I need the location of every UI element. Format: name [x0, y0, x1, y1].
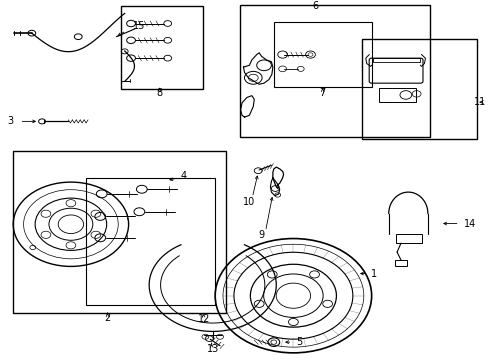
Bar [121, 6, 203, 89]
Text: 1: 1 [370, 269, 376, 279]
Bar [361, 39, 476, 139]
Bar [372, 58, 419, 62]
Text: 10: 10 [243, 197, 255, 207]
Text: 2: 2 [104, 313, 110, 323]
Bar [239, 5, 429, 137]
Bar [395, 234, 421, 243]
Text: 13: 13 [206, 343, 219, 354]
Text: 12: 12 [198, 314, 210, 324]
Text: 9: 9 [258, 230, 264, 240]
Text: 11: 11 [473, 97, 486, 107]
Text: 15: 15 [133, 21, 145, 31]
Text: 8: 8 [156, 88, 162, 98]
Bar [378, 88, 415, 102]
Text: 14: 14 [463, 219, 475, 229]
Bar [273, 22, 371, 87]
Bar [394, 260, 407, 266]
Text: 4: 4 [180, 171, 186, 181]
Text: 3: 3 [8, 116, 14, 126]
Text: 6: 6 [312, 1, 318, 11]
Text: 5: 5 [295, 337, 302, 347]
Bar [13, 151, 225, 313]
Bar [85, 178, 215, 305]
Text: 7: 7 [319, 88, 325, 98]
